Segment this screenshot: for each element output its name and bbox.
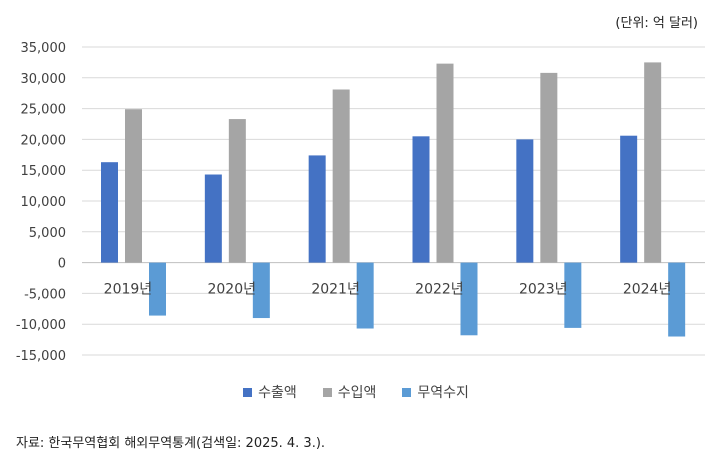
bar-무역수지-2024년: [668, 262, 686, 337]
y-tick-label: -15,000: [16, 349, 66, 364]
x-tick-label: 2023년: [519, 282, 568, 298]
x-tick-label: 2024년: [623, 282, 672, 298]
bar-무역수지-2022년: [460, 262, 478, 336]
y-tick-label: 15,000: [21, 164, 67, 179]
legend-label: 수입액: [337, 385, 377, 401]
bar-무역수지-2023년: [564, 262, 582, 328]
legend-item: 수입액: [322, 382, 377, 402]
legend-swatch: [243, 387, 253, 397]
y-tick-label: 25,000: [21, 103, 67, 118]
bar-수입액-2024년: [644, 62, 662, 263]
y-tick-label: 5,000: [29, 226, 66, 241]
bar-수출액-2023년: [516, 139, 534, 263]
legend-swatch: [322, 387, 332, 397]
x-tick-label: 2019년: [104, 282, 153, 298]
bar-수입액-2022년: [436, 63, 454, 263]
bar-수출액-2020년: [204, 174, 222, 263]
y-tick-label: -5,000: [24, 287, 66, 302]
y-tick-label: -10,000: [16, 318, 66, 333]
bar-수출액-2021년: [308, 155, 326, 263]
legend-label: 수출액: [258, 385, 297, 401]
bar-chart: 35,000 30,000 25,000 20,000 15,000 10,000 5,00…: [16, 41, 705, 364]
unit-note: (단위: 억 달러): [615, 16, 698, 31]
y-tick-label: 10,000: [21, 195, 67, 210]
bar-수출액-2024년: [620, 135, 638, 263]
y-tick-label: 0: [58, 257, 66, 272]
legend: 수출액 수입액 무역수지: [0, 382, 712, 402]
x-tick-label: 2021년: [311, 282, 360, 298]
x-tick-label: 2020년: [207, 282, 256, 298]
bar-수입액-2019년: [125, 109, 142, 263]
bar-무역수지-2020년: [252, 262, 270, 319]
bar-수출액-2022년: [412, 136, 430, 263]
legend-label: 무역수지: [417, 385, 469, 401]
y-tick-label: 20,000: [21, 133, 67, 148]
source-note: 자료: 한국무역협회 해외무역통계(검색일: 2025. 4. 3.).: [16, 436, 326, 451]
bar-수입액-2020년: [228, 119, 246, 263]
bar-수입액-2023년: [540, 72, 558, 263]
y-tick-label: 30,000: [21, 72, 67, 87]
bar-무역수지-2021년: [356, 262, 374, 329]
bar-수입액-2021년: [332, 89, 350, 263]
legend-swatch: [402, 387, 412, 397]
bar-무역수지-2019년: [149, 262, 166, 316]
legend-item: 무역수지: [402, 382, 469, 402]
legend-item: 수출액: [243, 382, 297, 402]
y-tick-label: 35,000: [21, 41, 67, 56]
x-tick-label: 2022년: [415, 282, 464, 298]
bar-수출액-2019년: [101, 162, 118, 263]
